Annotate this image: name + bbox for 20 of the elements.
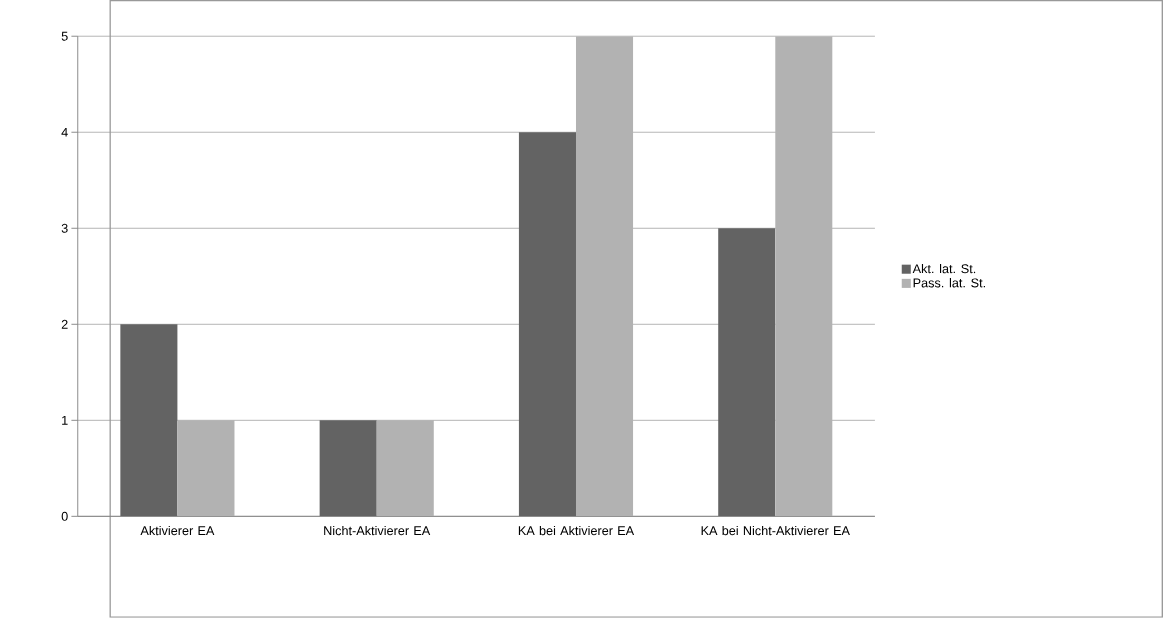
legend-label: Pass. lat. St. [913, 278, 985, 288]
bar [718, 228, 776, 517]
y-tick-label: 3 [61, 223, 68, 233]
bar [775, 36, 833, 517]
x-tick-label: KA bei Aktivierer EA [518, 525, 635, 536]
x-tick-label: Aktivierer EA [140, 525, 215, 536]
bar [120, 324, 178, 517]
x-tick-label: Nicht-Aktivierer EA [324, 525, 431, 536]
y-tick-label: 2 [61, 319, 68, 329]
y-tick-label: 0 [61, 511, 68, 521]
y-tick-label: 4 [61, 127, 68, 137]
bar [319, 420, 377, 517]
y-tick-label: 1 [62, 416, 68, 425]
legend-label: Akt. lat. St. [912, 264, 976, 274]
bar [518, 132, 576, 517]
x-tick-label: KA bei Nicht-Aktivierer EA [701, 525, 850, 536]
bar [376, 420, 434, 517]
y-tick-label: 5 [61, 31, 68, 41]
bar [575, 36, 634, 517]
bar [177, 420, 235, 517]
